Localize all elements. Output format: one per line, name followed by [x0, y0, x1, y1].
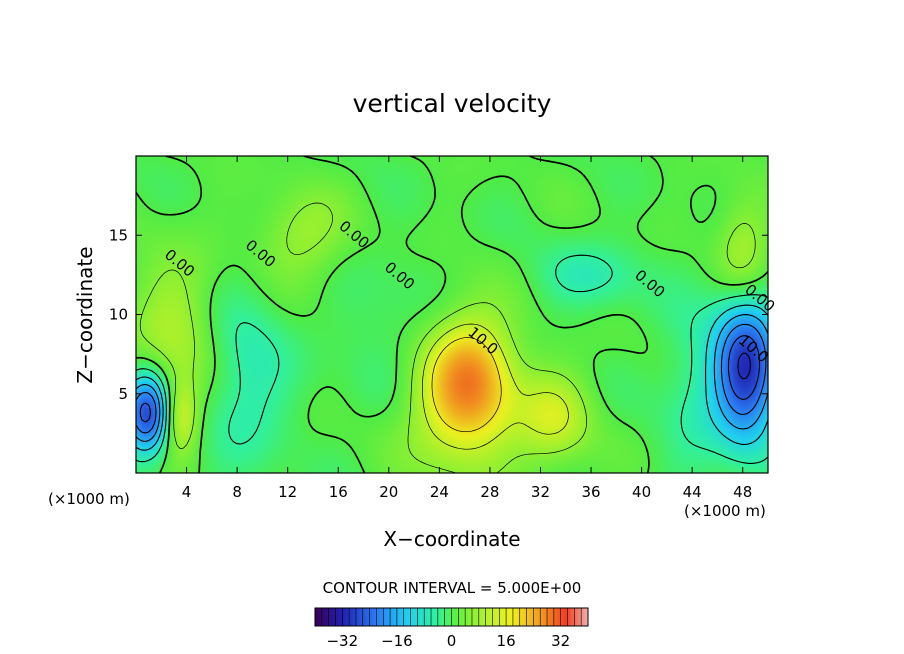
y-tick-label: 10 — [109, 306, 128, 324]
x-tick-label: 20 — [379, 483, 398, 501]
contour-level-neg5 — [136, 254, 768, 464]
contour-level-neg10 — [136, 304, 768, 451]
x-unit-left: (×1000 m) — [48, 490, 130, 508]
y-axis-label: Z−coordinate — [73, 246, 97, 383]
colorbar-tick-label: 32 — [551, 632, 570, 650]
contour-level-neg20 — [136, 323, 767, 434]
y-axis-ticks: 5 10 15 — [109, 226, 768, 403]
colorbar-ticks: −32 −16 0 16 32 — [326, 632, 570, 650]
x-tick-label: 36 — [581, 483, 600, 501]
x-tick-label: 44 — [683, 483, 702, 501]
x-tick-label: 24 — [430, 483, 449, 501]
colorbar-tick-label: 0 — [447, 632, 457, 650]
contour-level-10 — [422, 323, 569, 450]
colorbar: −32 −16 0 16 32 — [314, 607, 589, 650]
chart-title: vertical velocity — [353, 89, 552, 118]
x-tick-label: 4 — [182, 483, 192, 501]
x-tick-label: 40 — [632, 483, 651, 501]
x-tick-label: 8 — [232, 483, 242, 501]
x-tick-label: 32 — [531, 483, 550, 501]
contour-interval-label: CONTOUR INTERVAL = 5.000E+00 — [323, 579, 582, 597]
x-tick-label: 16 — [329, 483, 348, 501]
contour-level-15 — [431, 337, 502, 433]
x-tick-label: 48 — [733, 483, 752, 501]
x-axis-ticks: 4 8 12 16 20 24 28 32 36 40 44 48 — [182, 156, 752, 501]
x-unit-right: (×1000 m) — [684, 502, 766, 520]
colorbar-tick-label: −16 — [381, 632, 413, 650]
y-tick-label: 5 — [118, 385, 128, 403]
x-tick-label: 12 — [278, 483, 297, 501]
colorbar-tick-label: 16 — [497, 632, 516, 650]
colorbar-tick-label: −32 — [326, 632, 358, 650]
x-tick-label: 28 — [480, 483, 499, 501]
contour-level-neg30 — [737, 352, 751, 380]
colorbar-segments — [321, 608, 582, 626]
contour-level-5 — [139, 202, 756, 473]
y-tick-label: 15 — [109, 226, 128, 244]
contour-level-neg25 — [139, 335, 761, 423]
contour-lines — [136, 156, 768, 473]
x-axis-label: X−coordinate — [383, 527, 520, 551]
field-heatmap — [136, 156, 768, 473]
